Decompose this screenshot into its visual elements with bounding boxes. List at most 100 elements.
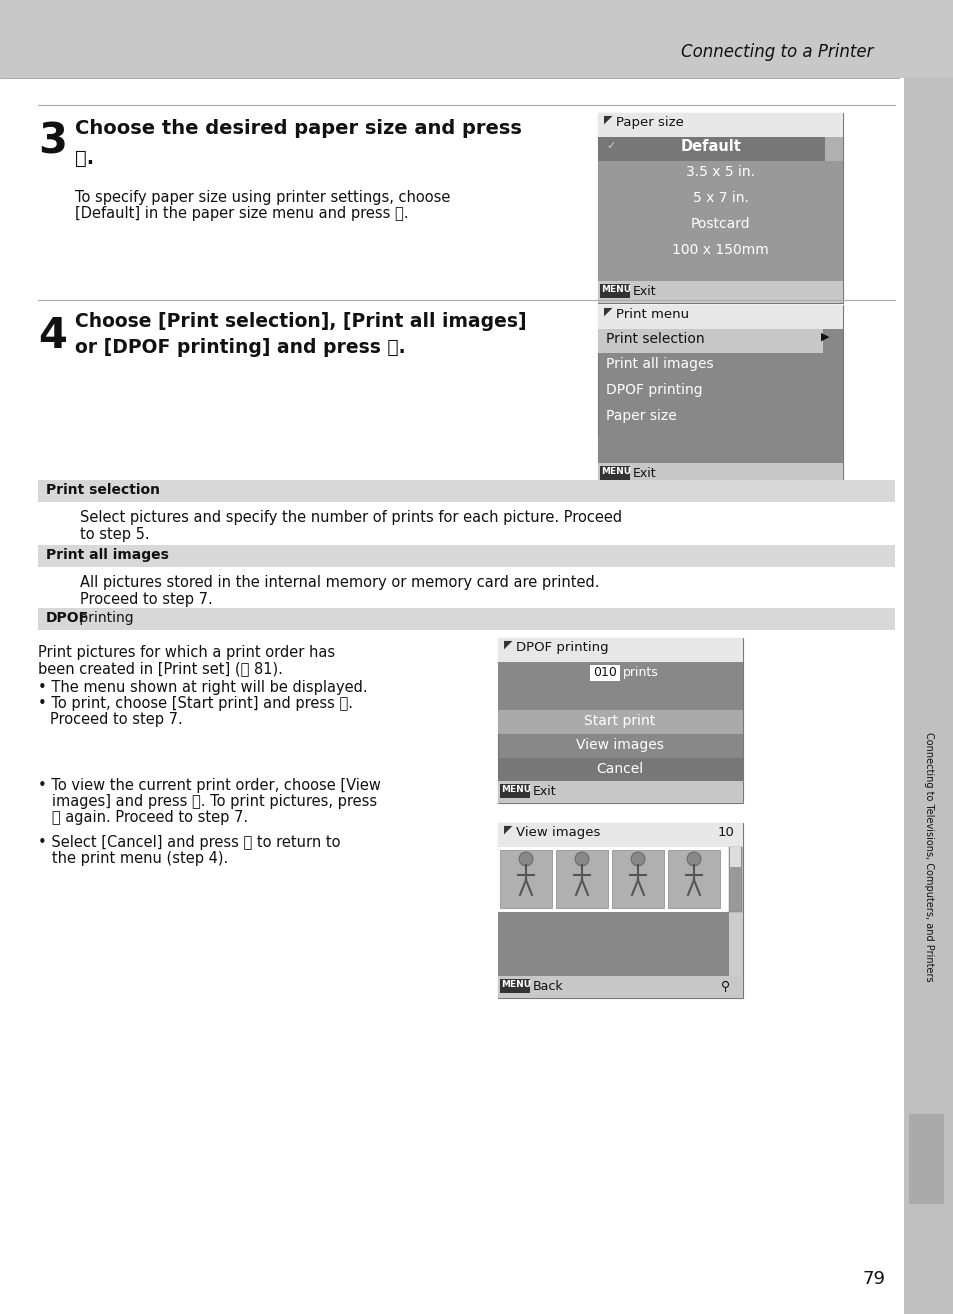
Bar xyxy=(38,608,894,629)
Bar xyxy=(499,850,552,908)
Text: Print all images: Print all images xyxy=(605,357,713,371)
Bar xyxy=(598,438,842,463)
Bar xyxy=(612,850,663,908)
Bar xyxy=(38,480,894,502)
Text: View images: View images xyxy=(516,827,599,840)
Text: Select pictures and specify the number of prints for each picture. Proceed: Select pictures and specify the number o… xyxy=(80,510,621,526)
Text: printing: printing xyxy=(74,611,133,625)
Text: 3.5 x 5 in.: 3.5 x 5 in. xyxy=(685,166,754,179)
Bar xyxy=(598,113,842,304)
Circle shape xyxy=(575,851,588,866)
Text: Postcard: Postcard xyxy=(690,217,749,231)
Text: ⚲: ⚲ xyxy=(720,980,729,993)
Bar xyxy=(728,848,741,912)
Text: ◤: ◤ xyxy=(503,640,512,650)
Text: Connecting to a Printer: Connecting to a Printer xyxy=(680,43,873,60)
Text: DPOF: DPOF xyxy=(46,611,89,625)
Bar xyxy=(497,758,742,782)
Text: DPOF printing: DPOF printing xyxy=(605,382,702,397)
Bar xyxy=(497,823,742,848)
Bar xyxy=(497,710,742,735)
Bar xyxy=(497,639,742,662)
Text: Paper size: Paper size xyxy=(616,116,683,129)
Circle shape xyxy=(686,851,700,866)
Bar xyxy=(903,78,953,1314)
Text: • Select [Cancel] and press ⒪ to return to: • Select [Cancel] and press ⒪ to return … xyxy=(38,834,340,850)
Text: the print menu (step 4).: the print menu (step 4). xyxy=(38,851,228,866)
Text: Proceed to step 7.: Proceed to step 7. xyxy=(80,593,213,607)
Bar xyxy=(824,137,842,162)
Text: 4: 4 xyxy=(38,315,67,357)
Text: Back: Back xyxy=(533,980,563,993)
Text: Print selection: Print selection xyxy=(46,484,160,497)
Text: Exit: Exit xyxy=(633,285,656,298)
Bar xyxy=(497,686,742,710)
Text: images] and press ⒪. To print pictures, press: images] and press ⒪. To print pictures, … xyxy=(38,794,376,809)
Circle shape xyxy=(630,851,644,866)
Text: or [DPOF printing] and press ⒪.: or [DPOF printing] and press ⒪. xyxy=(75,338,405,357)
Text: ◤: ◤ xyxy=(603,116,612,125)
Bar xyxy=(598,328,822,353)
Text: Connecting to Televisions, Computers, and Printers: Connecting to Televisions, Computers, an… xyxy=(923,732,933,982)
Text: 010: 010 xyxy=(593,666,617,679)
Text: To specify paper size using printer settings, choose: To specify paper size using printer sett… xyxy=(75,191,450,205)
Bar xyxy=(598,137,842,162)
Bar xyxy=(599,284,629,298)
Text: ⒪ again. Proceed to step 7.: ⒪ again. Proceed to step 7. xyxy=(38,809,248,825)
Bar xyxy=(598,463,842,485)
Bar xyxy=(497,781,742,803)
Text: • The menu shown at right will be displayed.: • The menu shown at right will be displa… xyxy=(38,681,367,695)
Text: Print all images: Print all images xyxy=(46,548,169,562)
Text: ◤: ◤ xyxy=(603,307,612,317)
Circle shape xyxy=(518,851,533,866)
Text: 79: 79 xyxy=(862,1271,884,1288)
Text: All pictures stored in the internal memory or memory card are printed.: All pictures stored in the internal memo… xyxy=(80,576,598,590)
Text: 100 x 150mm: 100 x 150mm xyxy=(672,243,768,258)
Text: Exit: Exit xyxy=(633,466,656,480)
Text: ◤: ◤ xyxy=(503,825,512,834)
Bar xyxy=(598,281,842,304)
Text: Choose the desired paper size and press: Choose the desired paper size and press xyxy=(75,120,521,138)
Text: • To print, choose [Start print] and press ⒪.: • To print, choose [Start print] and pre… xyxy=(38,696,353,711)
Text: Cancel: Cancel xyxy=(596,762,643,777)
Bar xyxy=(38,545,894,568)
Text: View images: View images xyxy=(576,738,663,752)
Bar xyxy=(499,979,530,993)
Text: MENU: MENU xyxy=(500,980,531,989)
Bar xyxy=(497,639,742,803)
Text: Print menu: Print menu xyxy=(616,307,688,321)
Text: [Default] in the paper size menu and press ⒪.: [Default] in the paper size menu and pre… xyxy=(75,206,408,221)
Bar xyxy=(599,466,629,480)
Bar xyxy=(589,665,619,681)
Text: • To view the current print order, choose [View: • To view the current print order, choos… xyxy=(38,778,380,794)
Text: Default: Default xyxy=(680,139,741,154)
Bar xyxy=(667,850,720,908)
Text: Print selection: Print selection xyxy=(605,332,704,346)
Text: Exit: Exit xyxy=(533,784,556,798)
Text: Start print: Start print xyxy=(584,714,655,728)
Bar xyxy=(0,0,953,78)
Text: ▶: ▶ xyxy=(821,332,828,342)
Text: been created in [Print set] (⒦ 81).: been created in [Print set] (⒦ 81). xyxy=(38,661,283,675)
Text: ⒪.: ⒪. xyxy=(75,148,94,168)
Text: to step 5.: to step 5. xyxy=(80,527,150,541)
Text: MENU: MENU xyxy=(500,784,531,794)
Text: MENU: MENU xyxy=(600,466,631,476)
Text: Print pictures for which a print order has: Print pictures for which a print order h… xyxy=(38,645,335,660)
Bar xyxy=(729,848,740,867)
Bar xyxy=(499,784,530,798)
Bar xyxy=(598,162,842,281)
Text: MENU: MENU xyxy=(600,285,631,294)
Bar xyxy=(497,662,742,686)
Bar xyxy=(556,850,607,908)
Text: Paper size: Paper size xyxy=(605,409,676,423)
Text: Proceed to step 7.: Proceed to step 7. xyxy=(50,712,183,727)
Bar xyxy=(598,305,842,328)
Bar xyxy=(598,113,842,137)
Text: 5 x 7 in.: 5 x 7 in. xyxy=(692,191,748,205)
Bar xyxy=(497,912,728,976)
Bar xyxy=(497,823,742,999)
Bar xyxy=(908,1114,943,1204)
Text: prints: prints xyxy=(622,666,659,679)
Text: 10: 10 xyxy=(718,827,734,840)
